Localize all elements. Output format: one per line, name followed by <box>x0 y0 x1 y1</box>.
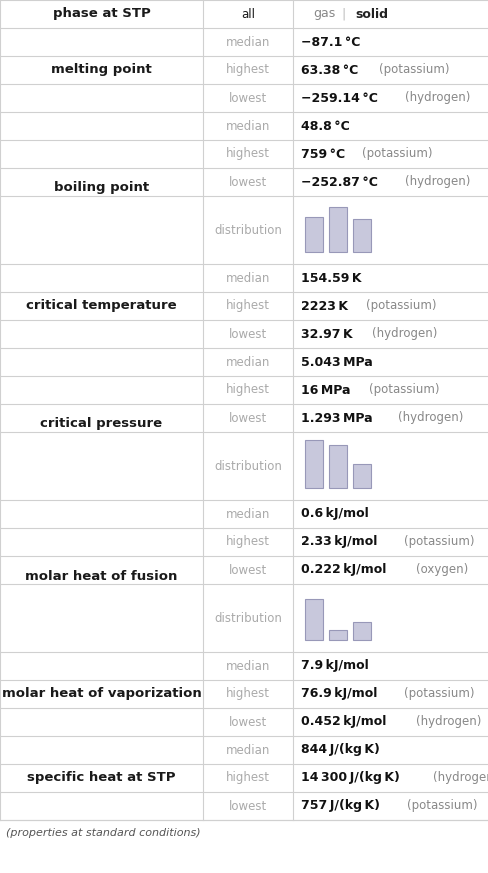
Text: critical pressure: critical pressure <box>41 417 162 430</box>
Text: 757 J/(kg K): 757 J/(kg K) <box>301 800 380 813</box>
Text: lowest: lowest <box>228 175 267 189</box>
Text: 0.222 kJ/mol: 0.222 kJ/mol <box>301 563 386 576</box>
Text: (potassium): (potassium) <box>366 299 436 313</box>
Text: molar heat of vaporization: molar heat of vaporization <box>1 688 201 700</box>
Text: (potassium): (potassium) <box>379 64 449 77</box>
Text: 1.293 MPa: 1.293 MPa <box>301 411 372 424</box>
Text: (potassium): (potassium) <box>403 688 473 700</box>
Text: median: median <box>225 744 270 757</box>
Text: median: median <box>225 120 270 133</box>
Text: median: median <box>225 272 270 285</box>
Text: lowest: lowest <box>228 92 267 105</box>
Text: 759 °C: 759 °C <box>301 148 345 161</box>
Text: −252.87 °C: −252.87 °C <box>301 175 378 189</box>
Bar <box>329 207 346 251</box>
Text: (hydrogen): (hydrogen) <box>404 92 469 105</box>
Text: 48.8 °C: 48.8 °C <box>301 120 349 133</box>
Text: (potassium): (potassium) <box>403 535 473 548</box>
Text: gas: gas <box>313 8 335 20</box>
Text: lowest: lowest <box>228 411 267 424</box>
Text: 32.97 K: 32.97 K <box>301 327 352 340</box>
Bar <box>329 445 346 488</box>
Text: highest: highest <box>226 64 269 77</box>
Text: (potassium): (potassium) <box>362 148 432 161</box>
Bar <box>305 217 323 251</box>
Bar <box>305 440 323 488</box>
Text: (hydrogen): (hydrogen) <box>432 772 488 785</box>
Text: lowest: lowest <box>228 716 267 728</box>
Text: 844 J/(kg K): 844 J/(kg K) <box>301 744 380 757</box>
Text: 154.59 K: 154.59 K <box>301 272 361 285</box>
Text: median: median <box>225 36 270 49</box>
Text: (properties at standard conditions): (properties at standard conditions) <box>6 828 200 838</box>
Text: 5.043 MPa: 5.043 MPa <box>301 355 372 368</box>
Text: 7.9 kJ/mol: 7.9 kJ/mol <box>301 659 368 672</box>
Text: 63.38 °C: 63.38 °C <box>301 64 358 77</box>
Text: highest: highest <box>226 148 269 161</box>
Text: 2223 K: 2223 K <box>301 299 347 313</box>
Text: (potassium): (potassium) <box>407 800 477 813</box>
Text: highest: highest <box>226 535 269 548</box>
Text: highest: highest <box>226 299 269 313</box>
Text: 0.452 kJ/mol: 0.452 kJ/mol <box>301 716 386 728</box>
Text: 2.33 kJ/mol: 2.33 kJ/mol <box>301 535 377 548</box>
Text: highest: highest <box>226 383 269 396</box>
Text: −87.1 °C: −87.1 °C <box>301 36 360 49</box>
Text: (potassium): (potassium) <box>368 383 439 396</box>
Text: boiling point: boiling point <box>54 182 149 195</box>
Text: highest: highest <box>226 688 269 700</box>
Text: 76.9 kJ/mol: 76.9 kJ/mol <box>301 688 377 700</box>
Text: lowest: lowest <box>228 563 267 576</box>
Text: 14 300 J/(kg K): 14 300 J/(kg K) <box>301 772 400 785</box>
Text: phase at STP: phase at STP <box>53 8 150 20</box>
Text: distribution: distribution <box>214 223 282 237</box>
Text: 0.6 kJ/mol: 0.6 kJ/mol <box>301 507 368 520</box>
Text: (hydrogen): (hydrogen) <box>415 716 480 728</box>
Text: median: median <box>225 507 270 520</box>
Text: highest: highest <box>226 772 269 785</box>
Bar <box>353 464 371 488</box>
Text: median: median <box>225 659 270 672</box>
Text: specific heat at STP: specific heat at STP <box>27 772 175 785</box>
Text: distribution: distribution <box>214 611 282 624</box>
Text: (hydrogen): (hydrogen) <box>404 175 469 189</box>
Text: (hydrogen): (hydrogen) <box>397 411 462 424</box>
Text: |: | <box>341 8 345 20</box>
Text: all: all <box>241 8 255 20</box>
Bar <box>353 219 371 251</box>
Bar <box>329 630 346 640</box>
Text: lowest: lowest <box>228 800 267 813</box>
Text: solid: solid <box>355 8 387 20</box>
Text: median: median <box>225 355 270 368</box>
Text: distribution: distribution <box>214 459 282 472</box>
Text: melting point: melting point <box>51 64 152 77</box>
Text: lowest: lowest <box>228 327 267 340</box>
Bar <box>353 622 371 640</box>
Text: critical temperature: critical temperature <box>26 299 177 313</box>
Text: (oxygen): (oxygen) <box>415 563 467 576</box>
Text: 16 MPa: 16 MPa <box>301 383 350 396</box>
Bar <box>305 599 323 640</box>
Text: (hydrogen): (hydrogen) <box>371 327 436 340</box>
Text: −259.14 °C: −259.14 °C <box>301 92 378 105</box>
Text: molar heat of fusion: molar heat of fusion <box>25 569 177 582</box>
